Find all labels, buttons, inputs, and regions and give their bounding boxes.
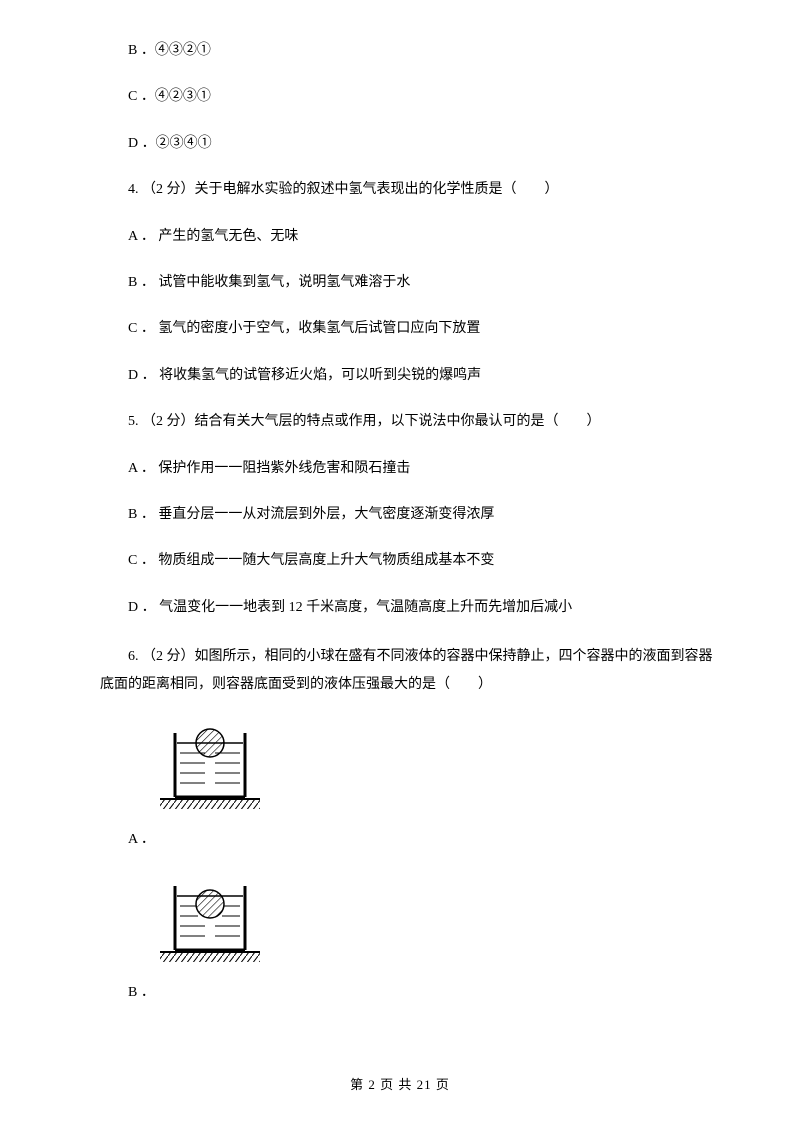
q3-option-d: D ．②③④① [100,133,725,155]
q5-option-b: B ． 垂直分层一一从对流层到外层，大气密度逐渐变得浓厚 [100,504,725,526]
q4-option-b: B ． 试管中能收集到氢气，说明氢气难溶于水 [100,272,725,294]
page-footer: 第 2 页 共 21 页 [0,1075,800,1096]
q6-option-a: A ． [100,829,725,851]
q4-option-c: C ． 氢气的密度小于空气，收集氢气后试管口应向下放置 [100,318,725,340]
q6-stem: 6. （2 分）如图所示，相同的小球在盛有不同液体的容器中保持静止，四个容器中的… [100,643,725,699]
q6-figure-a [150,723,725,821]
container-b-svg [150,876,270,966]
q4-option-a: A ． 产生的氢气无色、无味 [100,226,725,248]
q5-stem: 5. （2 分）结合有关大气层的特点或作用，以下说法中你最认可的是（ ） [100,411,725,433]
q6-figure-b [150,876,725,974]
q6-option-b: B ． [100,982,725,1004]
q5-option-a: A ． 保护作用一一阻挡紫外线危害和陨石撞击 [100,458,725,480]
q3-option-c: C ．④②③① [100,86,725,108]
q5-option-d: D ． 气温变化一一地表到 12 千米高度，气温随高度上升而先增加后减小 [100,597,725,619]
q3-option-b: B ．④③②① [100,40,725,62]
q4-stem: 4. （2 分）关于电解水实验的叙述中氢气表现出的化学性质是（ ） [100,179,725,201]
q4-option-d: D ． 将收集氢气的试管移近火焰，可以听到尖锐的爆鸣声 [100,365,725,387]
q5-option-c: C ． 物质组成一一随大气层高度上升大气物质组成基本不变 [100,550,725,572]
container-a-svg [150,723,270,813]
